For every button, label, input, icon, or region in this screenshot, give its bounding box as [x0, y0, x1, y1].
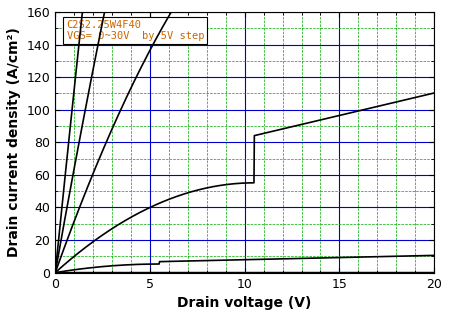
Text: C2S2.25W4F40
VGS= 0~30V  by 5V step: C2S2.25W4F40 VGS= 0~30V by 5V step	[66, 20, 204, 41]
X-axis label: Drain voltage (V): Drain voltage (V)	[177, 296, 312, 310]
Y-axis label: Drain current density (A/cm²): Drain current density (A/cm²)	[7, 27, 21, 257]
